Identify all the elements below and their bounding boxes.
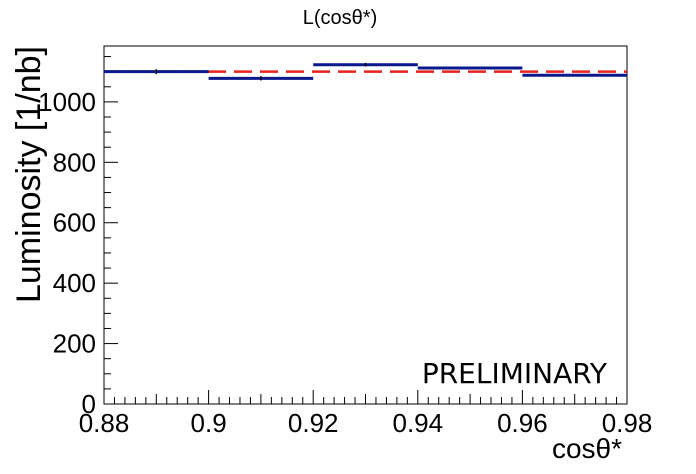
plot-frame [103, 45, 628, 405]
x-axis-title: cosθ* [552, 433, 622, 464]
x-tick-label: 0.88 [79, 408, 130, 438]
y-tick-label: 0 [82, 389, 96, 419]
histogram-bins [104, 62, 627, 81]
y-tick-label: 200 [53, 329, 96, 359]
y-axis-title: Luminosity [1/nb] [10, 46, 48, 303]
x-tick-label: 0.96 [497, 408, 548, 438]
x-axis-ticks [103, 390, 628, 404]
y-tick-label: 600 [53, 208, 96, 238]
y-tick-label: 400 [53, 268, 96, 298]
y-axis-ticks [104, 56, 118, 405]
x-tick-label: 0.94 [392, 408, 443, 438]
x-axis-tick-labels: 0.88 0.9 0.92 0.94 0.96 0.98 [79, 408, 653, 438]
x-tick-label: 0.92 [288, 408, 339, 438]
x-tick-label: 0.98 [602, 408, 653, 438]
x-tick-label: 0.9 [191, 408, 227, 438]
y-axis-tick-labels: 0 200 400 600 800 1000 [38, 87, 96, 419]
y-tick-label: 1000 [38, 87, 96, 117]
plot-axes [103, 45, 628, 405]
chart-title: L(cosθ*) [303, 7, 377, 29]
preliminary-label: PRELIMINARY [422, 357, 608, 390]
y-tick-label: 800 [53, 147, 96, 177]
